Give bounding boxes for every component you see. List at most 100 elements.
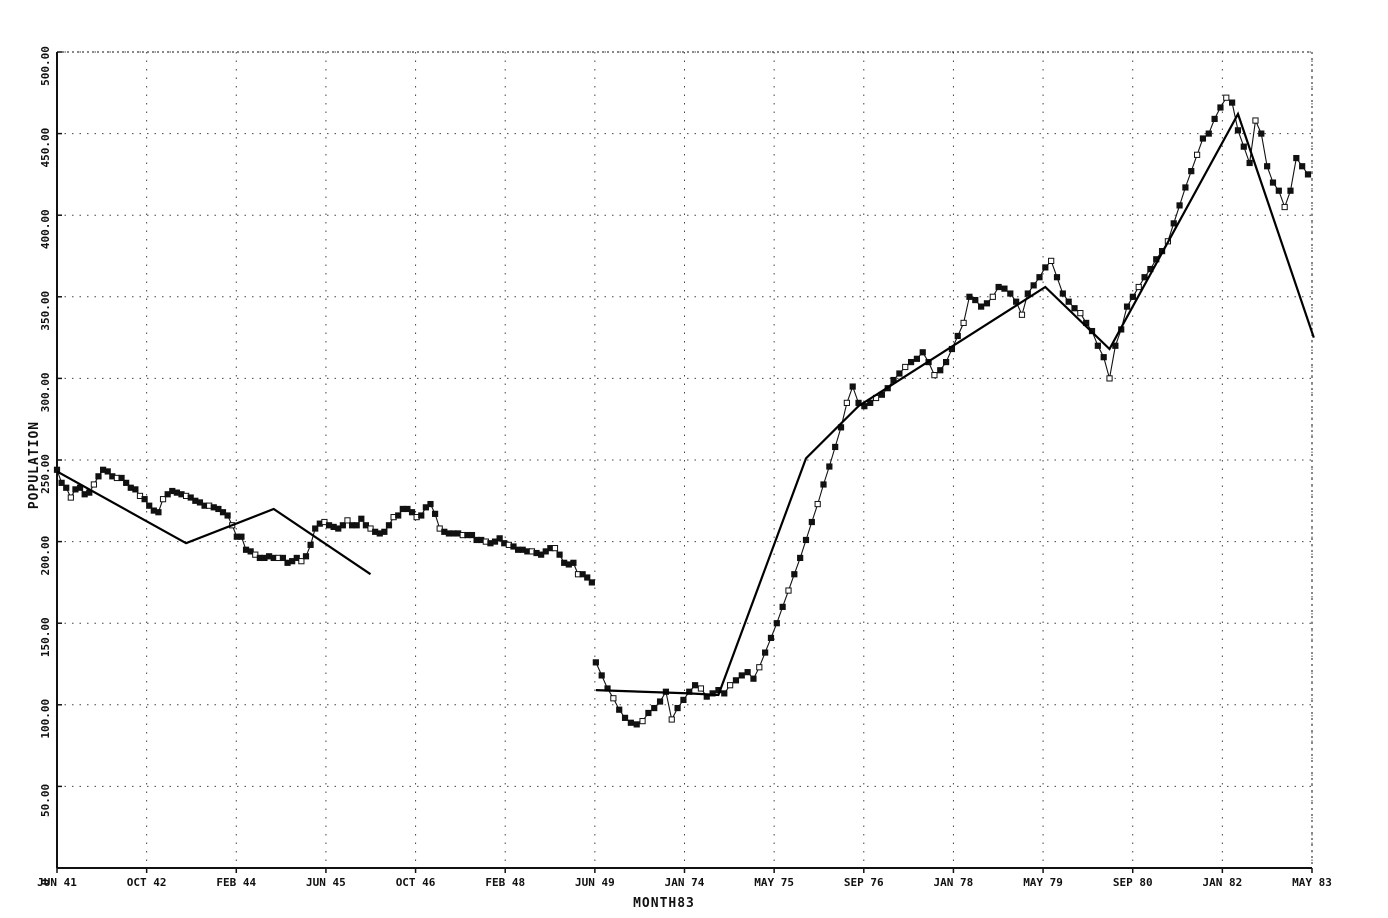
series-1974-1983-point [1287, 187, 1294, 194]
series-1974-1983-point [732, 677, 740, 684]
series-1941-1949-point [385, 522, 393, 529]
y-tick-label: 100.00 [39, 699, 52, 739]
series-1974-1983-point [1252, 117, 1259, 124]
series-1941-1949-point [584, 574, 591, 581]
series-1941-1949-point [381, 528, 388, 535]
series-1974-1983-point [902, 363, 909, 371]
series-1974-1983-point [1217, 104, 1224, 111]
series-1941-1949-point [551, 545, 559, 552]
series-1974-1983-point [814, 500, 821, 508]
series-1974-1983-point [727, 682, 734, 689]
x-tick-label: JAN 78 [934, 876, 974, 889]
series-1941-1949-point [404, 505, 411, 513]
x-tick-label: MAY 79 [1023, 876, 1063, 889]
series-1941-1949-point [362, 522, 370, 529]
x-tick-label: MAY 75 [754, 876, 794, 889]
series-1941-1949-point [344, 517, 351, 524]
y-tick-label: 200.00 [39, 536, 52, 576]
series-1974-1983-point [1001, 285, 1008, 292]
series-1974-1983-point [1030, 282, 1037, 289]
series-1941-1949-point [104, 468, 111, 475]
series-1974-1983-point [1240, 143, 1247, 150]
series-1941-1949-point [408, 509, 416, 516]
series-1974-1983-point [797, 554, 804, 562]
series-1974-1983-point [942, 358, 950, 366]
series-1941-1949-point [123, 479, 130, 486]
series-1974-1983-point [972, 296, 979, 304]
series-1941-1949-point [164, 491, 171, 498]
series-1974-1983-point [674, 704, 681, 712]
series-1974-1983-point [721, 690, 728, 697]
series-1974-1983-point [756, 664, 763, 671]
series-1974-1983-point [896, 370, 903, 377]
series-1974-1983-point [680, 696, 687, 704]
series-1941-1949-point [496, 535, 503, 542]
series-1941-1949-point [118, 474, 125, 482]
series-1974-1983-point [826, 463, 833, 470]
series-1941-1949-point [289, 558, 296, 565]
series-1974-1983-point [1229, 99, 1236, 106]
series-1941-1949-point [90, 481, 97, 488]
series-1974-1983-point [843, 399, 850, 406]
series-1941-1949-point [146, 502, 153, 509]
series-1974-1983-point [1135, 283, 1142, 291]
series-1974-1983-point [1053, 274, 1061, 281]
series-1974-1983-point [1293, 154, 1300, 162]
series-1974-1983-point [598, 672, 605, 679]
series-1941-1949-point [367, 525, 374, 532]
series-1974-1983-point [832, 443, 839, 451]
series-1941-1949-point [238, 533, 245, 540]
series-1974-1983-point [1007, 290, 1014, 297]
x-tick-label: FEB 48 [485, 876, 525, 889]
series [53, 94, 1315, 728]
series-1974-1983-point [610, 695, 617, 702]
series-1974-1983-point [931, 372, 938, 379]
series-1974-1983-point [785, 587, 792, 594]
series-1941-1949-point [95, 473, 102, 480]
series-1974-1983-point [867, 399, 874, 406]
series-1974-1983-point [633, 721, 640, 728]
series-1974-1983-point [709, 690, 716, 697]
y-tick-labels: 0 50.00 100.00 150.00 200.00 250.00 300.00 350.… [39, 46, 52, 885]
series-1941-1949-point [436, 525, 443, 532]
series-1974-1983-point [1188, 168, 1195, 175]
series-1974-1983-point [762, 649, 769, 656]
series-1974-1983-point [995, 283, 1002, 291]
series-1941-1949-point [491, 538, 499, 545]
series-1974-1983-point [937, 367, 944, 374]
series-1974-1983-point [1018, 311, 1026, 318]
series-1941-1949-point [293, 554, 300, 562]
series-1974-1983-point [1199, 135, 1207, 142]
series-1974-1983-point [750, 675, 757, 682]
series-1941-1949-point [353, 522, 360, 529]
y-axis-title: POPULATION [27, 421, 42, 509]
series-1941-1949-point [422, 504, 429, 511]
series-1941-1949-point [358, 515, 365, 522]
y-tick-label: 250.00 [39, 454, 52, 494]
series-1941-1949-point [321, 518, 328, 526]
series-1974-1983-point [919, 349, 926, 356]
series-1974-1983-point [1176, 202, 1183, 209]
series-1974-1983-point [983, 300, 991, 307]
series-1974-1983-point [960, 319, 967, 327]
series-1974-1983-point [1269, 179, 1277, 186]
series-1941-1949-point [279, 554, 287, 562]
series-1974-1983-point [1112, 342, 1119, 349]
grid [57, 51, 1313, 868]
series-1941-1949-point [418, 512, 425, 519]
series-1941-1949-point [538, 551, 545, 558]
series-1941-1949-point [339, 522, 346, 529]
series-1974-1983-point [1246, 159, 1253, 167]
series-1974-1983-point [1129, 293, 1136, 300]
series-1974-1983-point [1042, 264, 1049, 271]
series-1941-1949-point [427, 500, 434, 508]
series-1941-1949-point [155, 509, 162, 516]
series-1941-1949-point [395, 512, 402, 519]
series-1974-1983-point [1048, 257, 1055, 264]
series-1974-1983-point [978, 303, 985, 310]
x-tick-label: OCT 46 [396, 876, 436, 889]
series-1974-1983-point [645, 709, 652, 717]
series-1941-1949-point [247, 548, 254, 555]
series-1974-1983-point [697, 685, 705, 692]
